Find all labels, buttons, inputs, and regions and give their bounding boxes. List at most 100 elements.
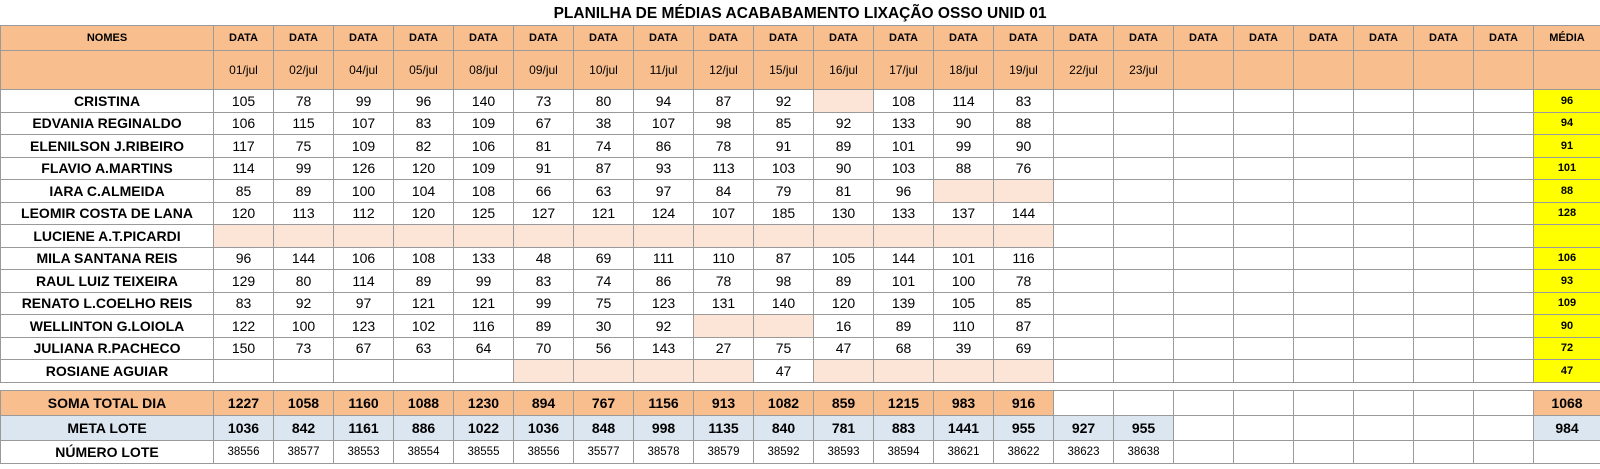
value-cell[interactable]	[1233, 291, 1294, 315]
value-cell[interactable]: 100	[273, 314, 334, 338]
value-cell[interactable]: 83	[993, 89, 1054, 113]
value-cell[interactable]	[1053, 269, 1114, 293]
numero-value[interactable]	[1233, 439, 1294, 464]
value-cell[interactable]: 30	[573, 314, 634, 338]
value-cell[interactable]	[1413, 201, 1474, 225]
value-cell[interactable]	[1173, 246, 1234, 270]
value-cell[interactable]	[813, 224, 874, 248]
value-cell[interactable]	[1473, 201, 1534, 225]
soma-value[interactable]	[1473, 389, 1534, 416]
date-cell-14[interactable]: 19/jul	[993, 50, 1054, 90]
value-cell[interactable]	[393, 359, 454, 383]
header-data-9[interactable]: DATA	[693, 25, 754, 51]
value-cell[interactable]: 75	[573, 291, 634, 315]
value-cell[interactable]	[693, 359, 754, 383]
employee-name[interactable]: LEOMIR COSTA DE LANA	[0, 201, 214, 225]
value-cell[interactable]: 97	[333, 291, 394, 315]
value-cell[interactable]	[1293, 111, 1354, 135]
meta-value[interactable]: 1441	[933, 414, 994, 441]
value-cell[interactable]: 96	[393, 89, 454, 113]
value-cell[interactable]: 48	[513, 246, 574, 270]
header-data-8[interactable]: DATA	[633, 25, 694, 51]
value-cell[interactable]	[1293, 314, 1354, 338]
value-cell[interactable]	[693, 314, 754, 338]
employee-name[interactable]: RENATO L.COELHO REIS	[0, 291, 214, 315]
value-cell[interactable]: 140	[453, 89, 514, 113]
soma-value[interactable]	[1353, 389, 1414, 416]
value-cell[interactable]	[1473, 89, 1534, 113]
media-cell[interactable]	[1533, 224, 1600, 248]
date-cell-1[interactable]: 01/jul	[213, 50, 274, 90]
meta-value[interactable]: 955	[993, 414, 1054, 441]
value-cell[interactable]	[1053, 156, 1114, 180]
value-cell[interactable]	[1173, 156, 1234, 180]
value-cell[interactable]: 106	[333, 246, 394, 270]
media-cell[interactable]: 88	[1533, 179, 1600, 203]
value-cell[interactable]: 124	[633, 201, 694, 225]
meta-value[interactable]	[1233, 414, 1294, 441]
value-cell[interactable]	[1173, 201, 1234, 225]
soma-total[interactable]: 1068	[1533, 389, 1600, 416]
employee-name[interactable]: ELENILSON J.RIBEIRO	[0, 134, 214, 158]
numero-label[interactable]: NÚMERO LOTE	[0, 439, 214, 464]
soma-value[interactable]: 1215	[873, 389, 934, 416]
media-cell[interactable]: 47	[1533, 359, 1600, 383]
value-cell[interactable]	[393, 224, 454, 248]
value-cell[interactable]: 107	[333, 111, 394, 135]
value-cell[interactable]: 67	[513, 111, 574, 135]
employee-name[interactable]: FLAVIO A.MARTINS	[0, 156, 214, 180]
value-cell[interactable]: 63	[573, 179, 634, 203]
header-data-6[interactable]: DATA	[513, 25, 574, 51]
value-cell[interactable]	[633, 359, 694, 383]
value-cell[interactable]: 94	[633, 89, 694, 113]
value-cell[interactable]: 102	[393, 314, 454, 338]
value-cell[interactable]: 111	[633, 246, 694, 270]
value-cell[interactable]: 89	[513, 314, 574, 338]
value-cell[interactable]: 88	[933, 156, 994, 180]
value-cell[interactable]	[873, 359, 934, 383]
media-cell[interactable]: 94	[1533, 111, 1600, 135]
value-cell[interactable]: 89	[393, 269, 454, 293]
date-cell-9[interactable]: 12/jul	[693, 50, 754, 90]
value-cell[interactable]: 90	[993, 134, 1054, 158]
value-cell[interactable]: 91	[513, 156, 574, 180]
value-cell[interactable]	[453, 359, 514, 383]
value-cell[interactable]: 80	[573, 89, 634, 113]
numero-value[interactable]: 38622	[993, 439, 1054, 464]
value-cell[interactable]	[1473, 134, 1534, 158]
header-data-13[interactable]: DATA	[933, 25, 994, 51]
meta-value[interactable]: 1022	[453, 414, 514, 441]
value-cell[interactable]	[933, 359, 994, 383]
value-cell[interactable]: 86	[633, 269, 694, 293]
value-cell[interactable]	[273, 224, 334, 248]
numero-value[interactable]: 38555	[453, 439, 514, 464]
value-cell[interactable]	[1353, 359, 1414, 383]
numero-value[interactable]: 38579	[693, 439, 754, 464]
value-cell[interactable]: 104	[393, 179, 454, 203]
value-cell[interactable]	[1113, 201, 1174, 225]
header-data-1[interactable]: DATA	[213, 25, 274, 51]
date-cell-3[interactable]: 04/jul	[333, 50, 394, 90]
value-cell[interactable]	[1353, 179, 1414, 203]
value-cell[interactable]: 107	[693, 201, 754, 225]
value-cell[interactable]	[1293, 291, 1354, 315]
value-cell[interactable]: 103	[873, 156, 934, 180]
value-cell[interactable]: 130	[813, 201, 874, 225]
value-cell[interactable]	[1173, 359, 1234, 383]
value-cell[interactable]: 73	[273, 336, 334, 360]
value-cell[interactable]: 109	[453, 156, 514, 180]
value-cell[interactable]: 75	[753, 336, 814, 360]
numero-value[interactable]	[1293, 439, 1354, 464]
value-cell[interactable]: 144	[873, 246, 934, 270]
value-cell[interactable]: 100	[933, 269, 994, 293]
value-cell[interactable]: 89	[273, 179, 334, 203]
soma-value[interactable]	[1413, 389, 1474, 416]
soma-value[interactable]	[1113, 389, 1174, 416]
employee-name[interactable]: IARA C.ALMEIDA	[0, 179, 214, 203]
value-cell[interactable]	[1173, 291, 1234, 315]
numero-value[interactable]: 38638	[1113, 439, 1174, 464]
value-cell[interactable]	[813, 359, 874, 383]
value-cell[interactable]: 150	[213, 336, 274, 360]
value-cell[interactable]	[1053, 224, 1114, 248]
value-cell[interactable]	[1233, 156, 1294, 180]
